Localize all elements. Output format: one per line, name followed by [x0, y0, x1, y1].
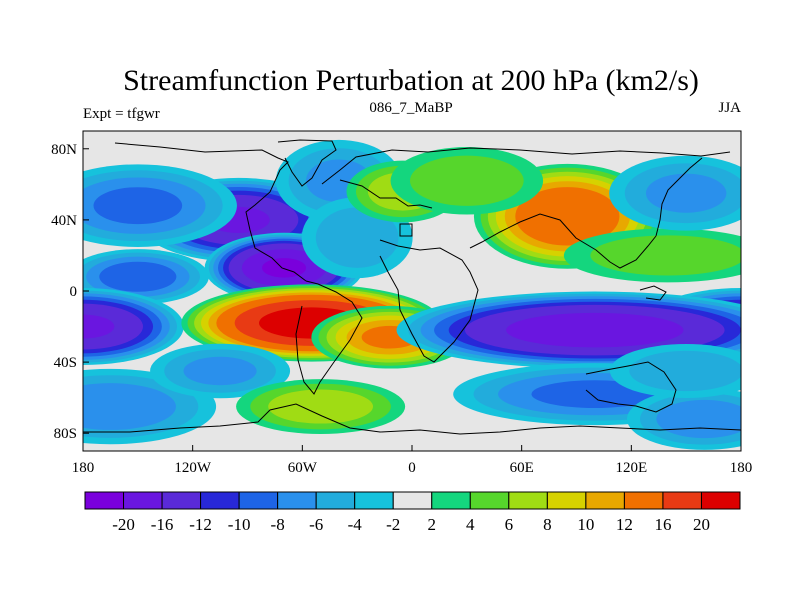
coastline-greenland	[277, 139, 337, 187]
coastline-africa	[379, 239, 479, 363]
coastline-south-america	[295, 280, 363, 395]
y-tick-label: 40N	[51, 213, 77, 229]
anomaly-negative	[83, 288, 184, 366]
y-tick-label: 80N	[51, 142, 77, 158]
colorbar-label: -10	[228, 515, 251, 534]
x-tick-label: 180	[72, 460, 95, 476]
coastline-asia-east	[655, 157, 703, 237]
colorbar-label: 16	[654, 515, 671, 534]
contour-band	[409, 155, 524, 206]
contour-band	[515, 187, 620, 246]
case-label: 086_7_MaBP	[369, 100, 452, 116]
coastline-europe	[339, 179, 433, 209]
experiment-label: Expt = tfgwr	[83, 106, 160, 122]
colorbar-label: 10	[577, 515, 594, 534]
colorbar-label: -8	[271, 515, 285, 534]
y-axis: 80N 40N 0 40S 80S	[51, 142, 89, 442]
x-tick-label: 180	[730, 460, 753, 476]
colorbar-swatch	[315, 491, 356, 510]
coastline-indonesia	[639, 285, 667, 301]
anomaly-negative	[150, 343, 291, 399]
colorbar-label: 12	[616, 515, 633, 534]
colorbar-swatch	[585, 491, 625, 510]
contour-band	[262, 258, 307, 278]
colorbar-label: 2	[428, 515, 437, 534]
coastlines	[83, 139, 741, 435]
contour-band	[315, 207, 399, 268]
anomaly-negative	[609, 155, 741, 231]
anomaly-negative	[204, 232, 364, 303]
y-tick-label: 0	[70, 284, 78, 300]
colorbar-swatch	[700, 491, 741, 510]
chart-title: Streamfunction Perturbation at 200 hPa (…	[123, 64, 699, 97]
colorbar-swatch	[161, 491, 202, 510]
colorbar-label: -12	[189, 515, 212, 534]
contour-band	[506, 312, 684, 348]
anomaly-positive	[563, 228, 741, 283]
colorbar-label: -4	[348, 515, 363, 534]
colorbar-label: -6	[309, 515, 323, 534]
contour-band	[590, 235, 741, 276]
x-tick-label: 120W	[174, 460, 212, 476]
x-tick-label: 60W	[288, 460, 318, 476]
anomaly-negative	[83, 249, 209, 305]
colorbar-label: 4	[466, 515, 475, 534]
colorbar-swatch	[123, 491, 163, 510]
colorbar-label: 6	[505, 515, 514, 534]
colorbar-label: 8	[543, 515, 552, 534]
contour-band	[268, 389, 374, 424]
colorbar-label: -16	[151, 515, 174, 534]
coastline-north-america	[114, 142, 307, 282]
anomaly-positive	[236, 379, 406, 434]
y-tick-label: 80S	[54, 426, 77, 442]
streamfunction-field	[83, 131, 741, 451]
contour-band	[83, 314, 115, 339]
colorbar-swatch	[354, 491, 394, 510]
x-axis: 180 120W 60W 0 60E 120E 180	[72, 445, 753, 476]
colorbar-swatch	[662, 491, 702, 510]
contour-band	[83, 383, 176, 430]
colorbar-label: -20	[112, 515, 135, 534]
anomaly-negative	[609, 344, 741, 398]
colorbar-swatch	[623, 491, 664, 510]
anomaly-negative	[626, 388, 741, 450]
coastline-antarctica	[83, 403, 741, 435]
colorbar-swatch	[84, 491, 125, 510]
colorbar-label: 20	[693, 515, 710, 534]
anomaly-positive	[390, 147, 544, 215]
contour-band	[645, 173, 727, 213]
colorbar-swatch	[277, 491, 317, 510]
contour-band	[629, 350, 741, 392]
colorbar: -20 -16 -12 -10 -8 -6 -4 -2 2 4 6 8 10 12 16 20	[84, 491, 741, 534]
contour-band	[93, 187, 183, 225]
coastline-asia-south	[469, 213, 657, 269]
x-tick-label: 60E	[510, 460, 534, 476]
colorbar-swatch	[200, 491, 240, 510]
coastline-caspian	[399, 223, 413, 237]
colorbar-label: -2	[386, 515, 400, 534]
x-tick-label: 0	[408, 460, 416, 476]
contour-band	[183, 356, 257, 386]
colorbar-swatch	[508, 491, 548, 510]
anomaly-negative	[83, 164, 237, 247]
colorbar-swatch	[431, 491, 471, 510]
x-tick-label: 120E	[615, 460, 647, 476]
contour-band	[99, 261, 177, 292]
y-tick-label: 40S	[54, 355, 77, 371]
contour-band	[656, 399, 741, 439]
colorbar-swatch	[546, 491, 587, 510]
colorbar-swatch	[469, 491, 510, 510]
coastline-australia	[585, 361, 677, 413]
colorbar-swatch	[238, 491, 279, 510]
season-label: JJA	[718, 100, 741, 116]
coastline-eurasia-north	[321, 147, 731, 185]
colorbar-swatch	[392, 491, 433, 510]
